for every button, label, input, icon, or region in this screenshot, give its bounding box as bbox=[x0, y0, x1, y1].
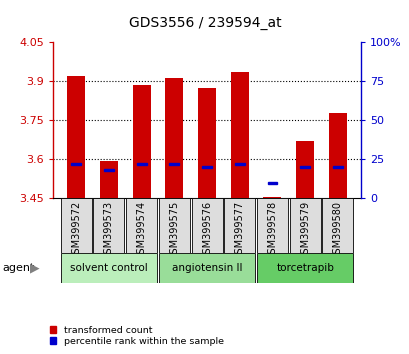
FancyBboxPatch shape bbox=[224, 198, 255, 253]
FancyBboxPatch shape bbox=[126, 198, 157, 253]
Bar bbox=[67, 76, 85, 198]
FancyBboxPatch shape bbox=[289, 198, 320, 253]
Bar bbox=[332, 166, 342, 168]
Text: GSM399579: GSM399579 bbox=[299, 201, 310, 260]
Bar bbox=[132, 85, 150, 198]
Bar bbox=[263, 197, 281, 198]
FancyBboxPatch shape bbox=[61, 198, 92, 253]
Bar bbox=[230, 72, 248, 198]
FancyBboxPatch shape bbox=[321, 198, 353, 253]
Bar bbox=[165, 78, 183, 198]
Bar bbox=[299, 166, 309, 168]
Bar bbox=[169, 163, 179, 165]
Text: GDS3556 / 239594_at: GDS3556 / 239594_at bbox=[128, 16, 281, 30]
Text: GSM399574: GSM399574 bbox=[136, 201, 146, 260]
FancyBboxPatch shape bbox=[93, 198, 124, 253]
Bar bbox=[104, 169, 114, 171]
Text: agent: agent bbox=[2, 263, 34, 273]
Text: solvent control: solvent control bbox=[70, 263, 147, 273]
Text: GSM399578: GSM399578 bbox=[267, 201, 277, 260]
Text: GSM399576: GSM399576 bbox=[202, 201, 211, 260]
FancyBboxPatch shape bbox=[191, 198, 222, 253]
Bar bbox=[234, 163, 244, 165]
Bar bbox=[71, 163, 81, 165]
Bar bbox=[267, 182, 277, 184]
Bar bbox=[100, 161, 118, 198]
Text: GSM399573: GSM399573 bbox=[103, 201, 114, 260]
FancyBboxPatch shape bbox=[158, 198, 189, 253]
Legend: transformed count, percentile rank within the sample: transformed count, percentile rank withi… bbox=[46, 322, 227, 349]
FancyBboxPatch shape bbox=[61, 253, 157, 283]
Bar bbox=[328, 113, 346, 198]
Text: GSM399572: GSM399572 bbox=[71, 201, 81, 260]
Text: ▶: ▶ bbox=[30, 262, 40, 275]
Text: GSM399577: GSM399577 bbox=[234, 201, 244, 260]
Text: angiotensin II: angiotensin II bbox=[171, 263, 242, 273]
Bar bbox=[295, 141, 313, 198]
Text: torcetrapib: torcetrapib bbox=[276, 263, 333, 273]
FancyBboxPatch shape bbox=[256, 253, 353, 283]
FancyBboxPatch shape bbox=[158, 253, 255, 283]
FancyBboxPatch shape bbox=[256, 198, 287, 253]
Text: GSM399580: GSM399580 bbox=[332, 201, 342, 260]
Bar bbox=[136, 163, 146, 165]
Bar bbox=[202, 166, 211, 168]
Text: GSM399575: GSM399575 bbox=[169, 201, 179, 260]
Bar bbox=[198, 88, 216, 198]
